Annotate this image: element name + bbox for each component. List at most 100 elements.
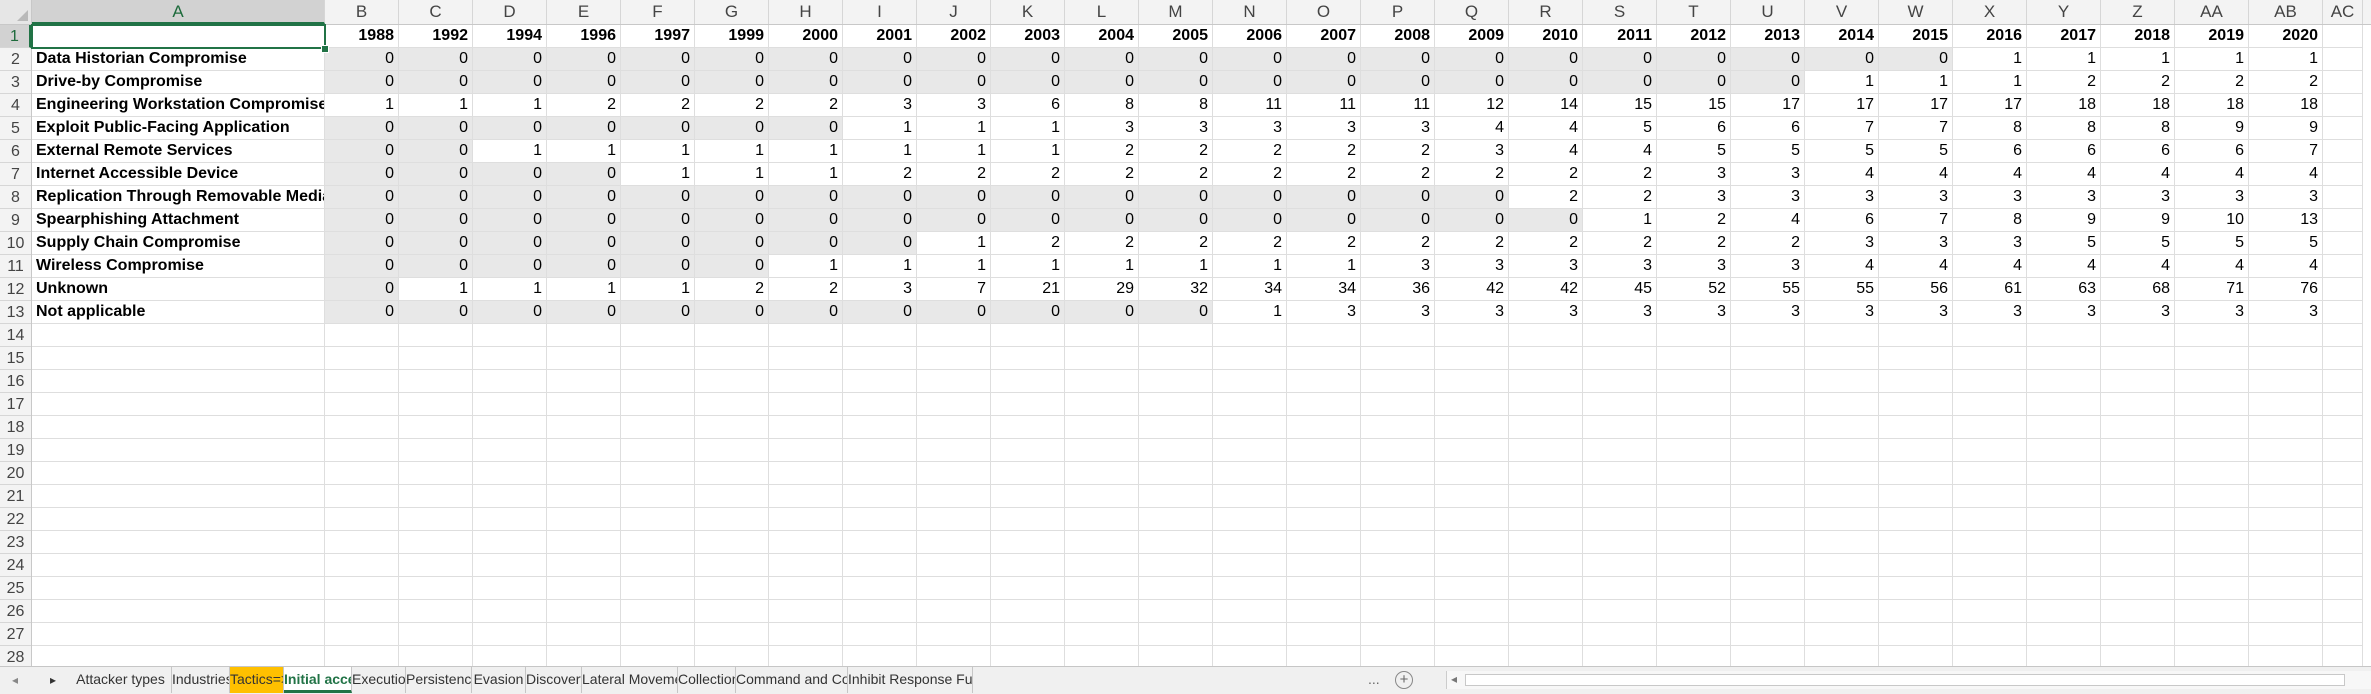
cell-m28[interactable]	[1139, 646, 1213, 666]
cell-s13[interactable]: 3	[1583, 301, 1657, 324]
cell-u23[interactable]	[1731, 531, 1805, 554]
column-header-f[interactable]: F	[621, 0, 695, 24]
cell-j7[interactable]: 2	[917, 163, 991, 186]
cell-c12[interactable]: 1	[399, 278, 473, 301]
cell-x1[interactable]: 2016	[1953, 25, 2027, 48]
cell-l10[interactable]: 2	[1065, 232, 1139, 255]
cell-d15[interactable]	[473, 347, 547, 370]
cell-d20[interactable]	[473, 462, 547, 485]
cell-e21[interactable]	[547, 485, 621, 508]
cell-b7[interactable]: 0	[325, 163, 399, 186]
cell-w5[interactable]: 7	[1879, 117, 1953, 140]
cell-x15[interactable]	[1953, 347, 2027, 370]
cell-v5[interactable]: 7	[1805, 117, 1879, 140]
cell-q7[interactable]: 2	[1435, 163, 1509, 186]
cell-t12[interactable]: 52	[1657, 278, 1731, 301]
cell-p18[interactable]	[1361, 416, 1435, 439]
cell-e25[interactable]	[547, 577, 621, 600]
cell-j15[interactable]	[917, 347, 991, 370]
cell-w2[interactable]: 0	[1879, 48, 1953, 71]
cell-n6[interactable]: 2	[1213, 140, 1287, 163]
cell-k26[interactable]	[991, 600, 1065, 623]
tab-discovery[interactable]: Discovery	[526, 667, 582, 693]
cell-w4[interactable]: 17	[1879, 94, 1953, 117]
row-header-19[interactable]: 19	[0, 439, 31, 462]
cell-h8[interactable]: 0	[769, 186, 843, 209]
cell-y18[interactable]	[2027, 416, 2101, 439]
cell-ac26[interactable]	[2323, 600, 2363, 623]
row-header-16[interactable]: 16	[0, 370, 31, 393]
cell-c19[interactable]	[399, 439, 473, 462]
cell-u2[interactable]: 0	[1731, 48, 1805, 71]
column-header-o[interactable]: O	[1287, 0, 1361, 24]
cell-r22[interactable]	[1509, 508, 1583, 531]
cell-o23[interactable]	[1287, 531, 1361, 554]
cell-r26[interactable]	[1509, 600, 1583, 623]
cell-j14[interactable]	[917, 324, 991, 347]
cell-t24[interactable]	[1657, 554, 1731, 577]
cell-k23[interactable]	[991, 531, 1065, 554]
cell-e1[interactable]: 1996	[547, 25, 621, 48]
cell-o21[interactable]	[1287, 485, 1361, 508]
cell-v20[interactable]	[1805, 462, 1879, 485]
cell-p27[interactable]	[1361, 623, 1435, 646]
cell-o24[interactable]	[1287, 554, 1361, 577]
cell-n8[interactable]: 0	[1213, 186, 1287, 209]
cell-u28[interactable]	[1731, 646, 1805, 666]
cell-e24[interactable]	[547, 554, 621, 577]
cell-b20[interactable]	[325, 462, 399, 485]
cell-y10[interactable]: 5	[2027, 232, 2101, 255]
column-header-y[interactable]: Y	[2027, 0, 2101, 24]
cell-w10[interactable]: 3	[1879, 232, 1953, 255]
cell-m19[interactable]	[1139, 439, 1213, 462]
cell-a1[interactable]	[32, 25, 325, 48]
cell-b5[interactable]: 0	[325, 117, 399, 140]
cell-m27[interactable]	[1139, 623, 1213, 646]
cell-i14[interactable]	[843, 324, 917, 347]
cell-o19[interactable]	[1287, 439, 1361, 462]
cell-aa11[interactable]: 4	[2175, 255, 2249, 278]
cell-aa26[interactable]	[2175, 600, 2249, 623]
cell-g17[interactable]	[695, 393, 769, 416]
cell-d6[interactable]: 1	[473, 140, 547, 163]
column-header-d[interactable]: D	[473, 0, 547, 24]
cell-l21[interactable]	[1065, 485, 1139, 508]
cell-d16[interactable]	[473, 370, 547, 393]
cell-f21[interactable]	[621, 485, 695, 508]
cell-k1[interactable]: 2003	[991, 25, 1065, 48]
cell-d26[interactable]	[473, 600, 547, 623]
cell-v9[interactable]: 6	[1805, 209, 1879, 232]
cell-aa28[interactable]	[2175, 646, 2249, 666]
cell-aa7[interactable]: 4	[2175, 163, 2249, 186]
cell-r15[interactable]	[1509, 347, 1583, 370]
cell-g25[interactable]	[695, 577, 769, 600]
cell-r2[interactable]: 0	[1509, 48, 1583, 71]
cell-aa20[interactable]	[2175, 462, 2249, 485]
cell-j21[interactable]	[917, 485, 991, 508]
cell-l18[interactable]	[1065, 416, 1139, 439]
cell-e11[interactable]: 0	[547, 255, 621, 278]
cell-y26[interactable]	[2027, 600, 2101, 623]
cell-q6[interactable]: 3	[1435, 140, 1509, 163]
cell-f18[interactable]	[621, 416, 695, 439]
column-header-ab[interactable]: AB	[2249, 0, 2323, 24]
cell-h12[interactable]: 2	[769, 278, 843, 301]
row-header-2[interactable]: 2	[0, 48, 31, 71]
cell-b23[interactable]	[325, 531, 399, 554]
cell-p14[interactable]	[1361, 324, 1435, 347]
cell-u7[interactable]: 3	[1731, 163, 1805, 186]
cell-b27[interactable]	[325, 623, 399, 646]
cell-a23[interactable]	[32, 531, 325, 554]
cell-t28[interactable]	[1657, 646, 1731, 666]
cell-d5[interactable]: 0	[473, 117, 547, 140]
cell-i17[interactable]	[843, 393, 917, 416]
cell-aa24[interactable]	[2175, 554, 2249, 577]
cell-ac11[interactable]	[2323, 255, 2363, 278]
cell-i22[interactable]	[843, 508, 917, 531]
cell-v10[interactable]: 3	[1805, 232, 1879, 255]
cell-ab9[interactable]: 13	[2249, 209, 2323, 232]
cell-y22[interactable]	[2027, 508, 2101, 531]
cell-k22[interactable]	[991, 508, 1065, 531]
cell-e16[interactable]	[547, 370, 621, 393]
cell-ab12[interactable]: 76	[2249, 278, 2323, 301]
